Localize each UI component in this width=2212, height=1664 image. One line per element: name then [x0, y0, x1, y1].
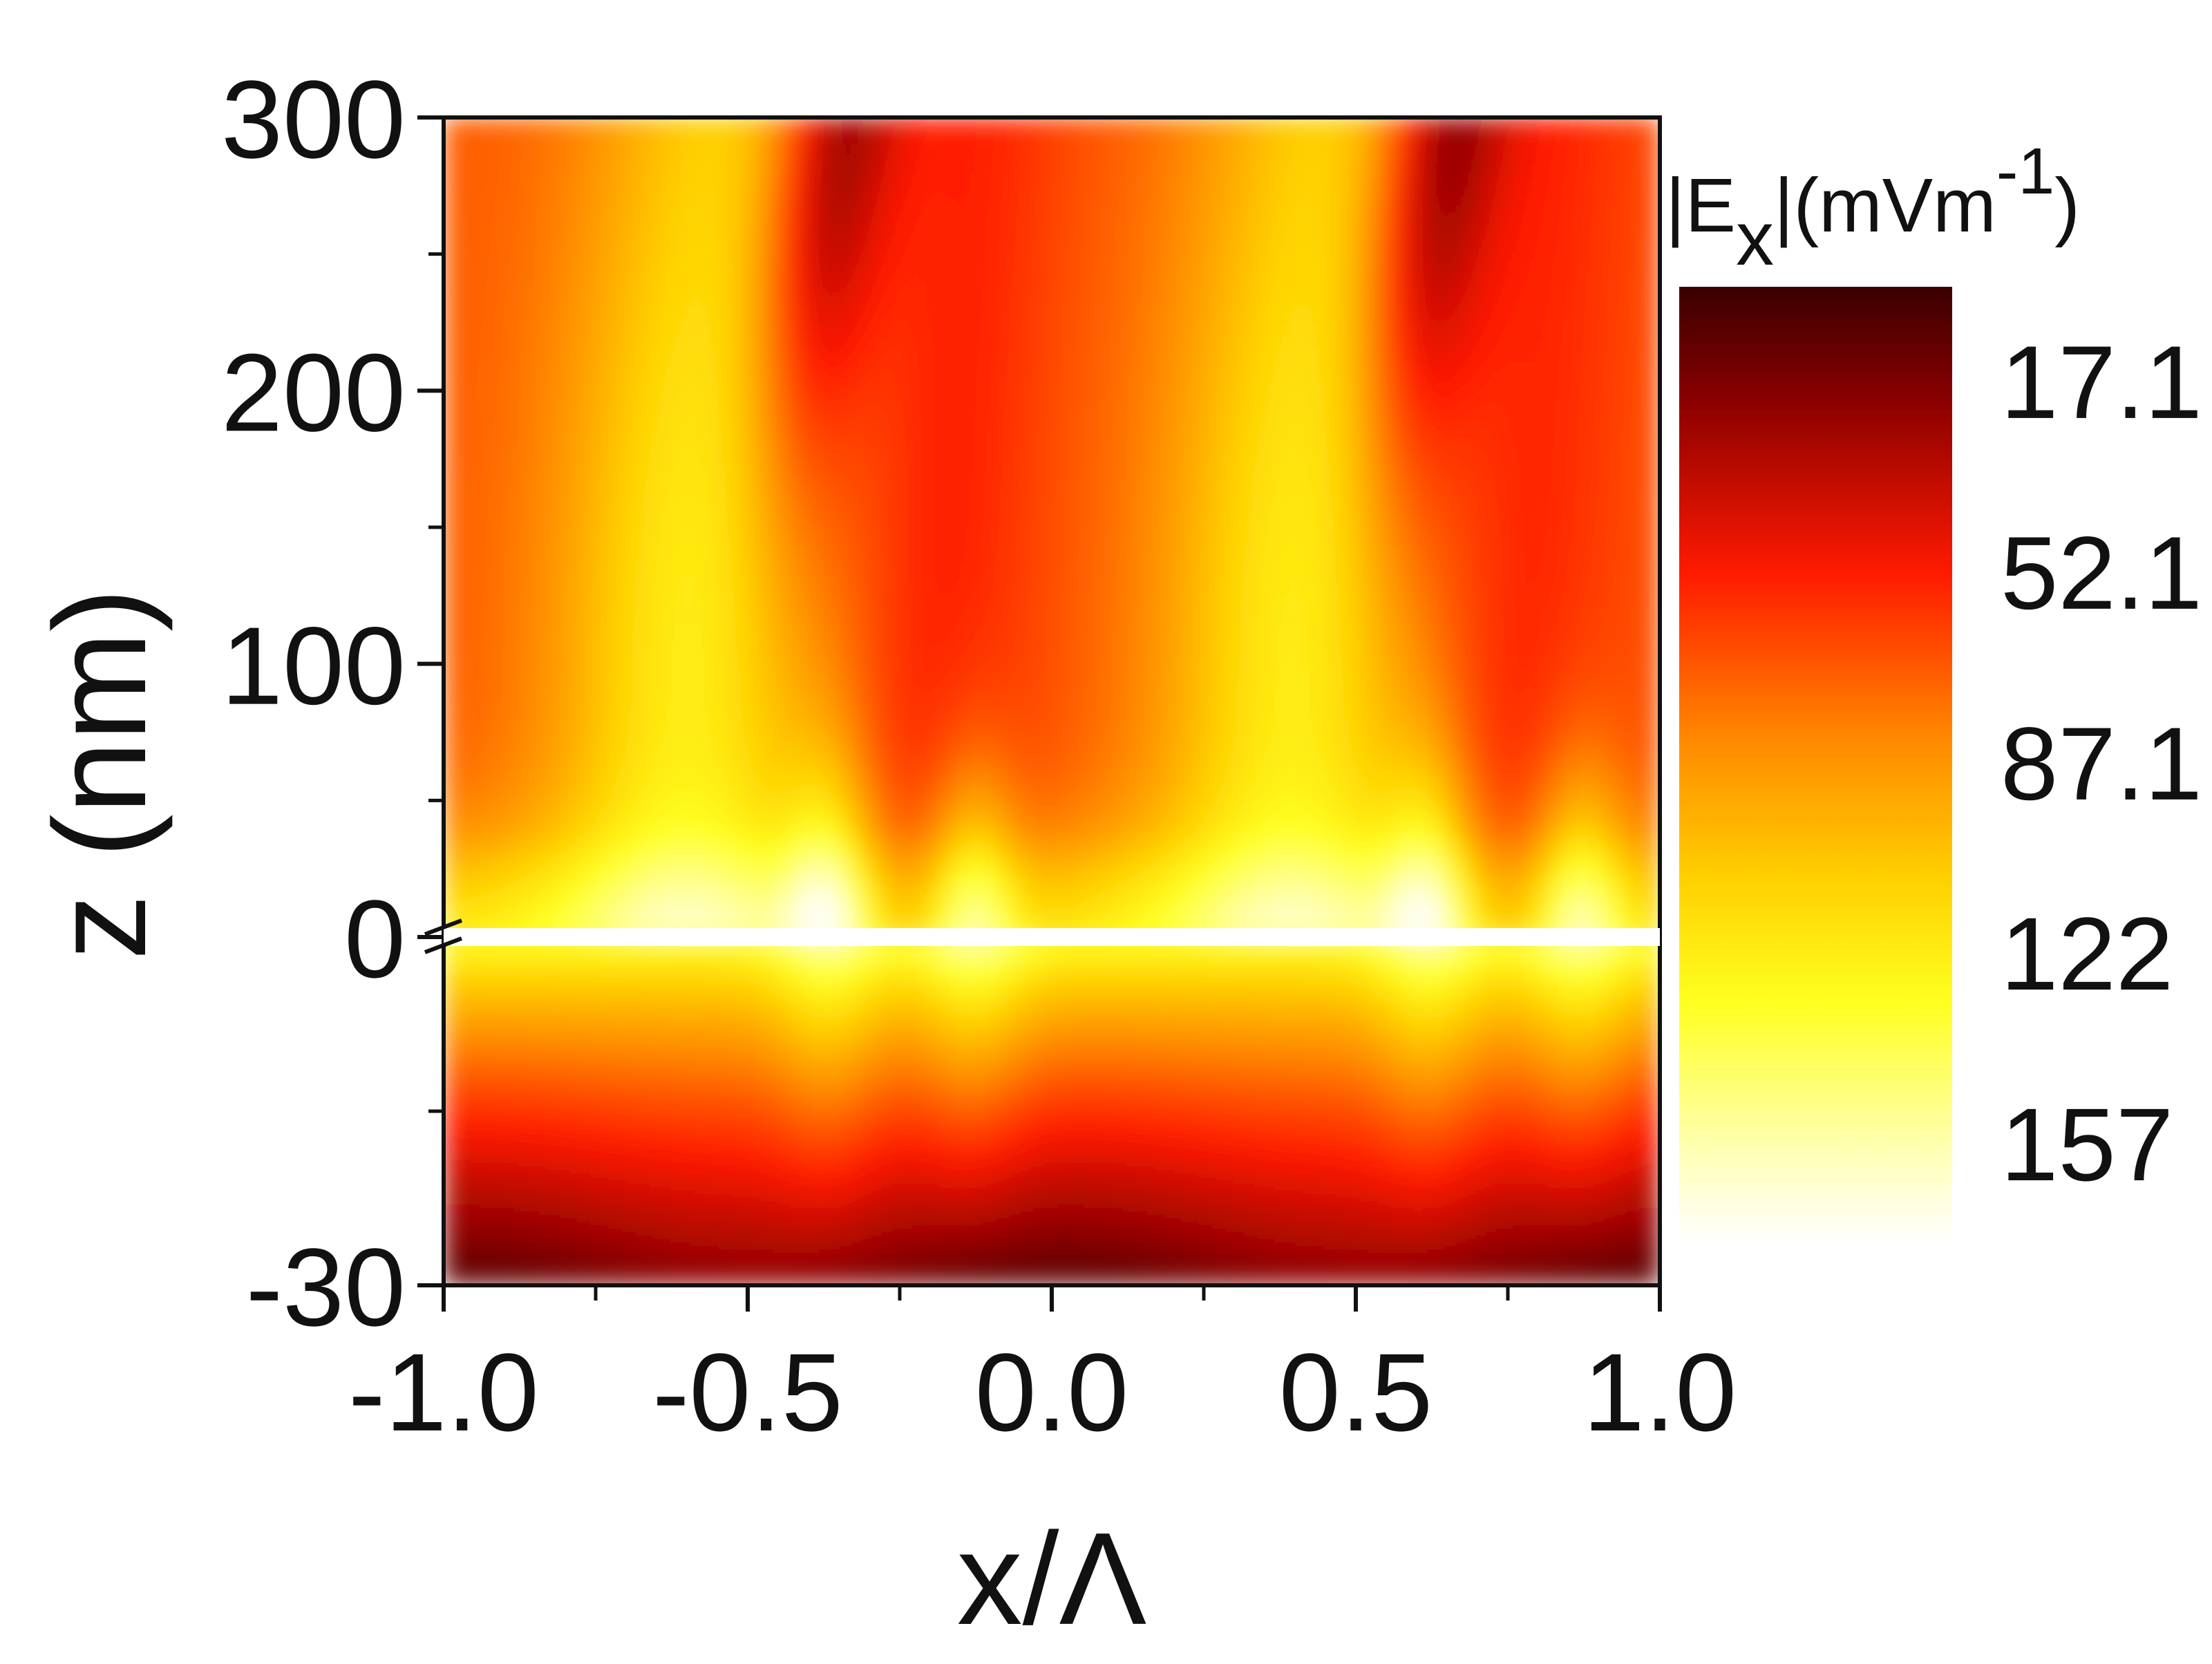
colorbar-tick-label: 87.1	[2001, 706, 2202, 822]
colorbar-title-main: |E	[1665, 163, 1736, 248]
colorbar-title-superscript: -1	[1996, 135, 2054, 208]
colorbar	[1679, 287, 1952, 1240]
x-tick-label: 1.0	[1583, 1330, 1737, 1454]
x-axis-label: x/Λ	[957, 1506, 1147, 1652]
x-tick-label: 0.0	[975, 1330, 1128, 1454]
y-tick-label: 100	[221, 604, 406, 728]
colorbar-title-unit: |(mVm	[1774, 163, 1996, 248]
colorbar-title-close: )	[2054, 163, 2080, 248]
y-tick-label: 200	[221, 330, 406, 454]
axis-break-line	[444, 928, 1660, 946]
axis-break-marks	[424, 918, 463, 954]
x-tick-label: -1.0	[348, 1330, 539, 1454]
colorbar-tick-label: 17.1	[2001, 324, 2202, 440]
x-tick-label: 0.5	[1279, 1330, 1433, 1454]
y-axis-label: z (nm)	[27, 588, 173, 960]
colorbar-tick-label: 122	[2001, 896, 2173, 1012]
colorbar-tick-label: 157	[2001, 1086, 2173, 1202]
colorbar-title-subscript: x	[1736, 196, 1774, 281]
colorbar-tick-label: 52.1	[2001, 515, 2202, 631]
y-tick-label: -30	[246, 1225, 406, 1349]
x-axis-ticks: -1.0 -0.5 0.0 0.5 1.0	[348, 1285, 1737, 1454]
colorbar-title: |Ex|(mVm-1)	[1665, 135, 2080, 281]
x-tick-label: -0.5	[652, 1330, 843, 1454]
colorbar-tick-labels: 17.1 52.1 87.1 122 157	[2001, 324, 2202, 1202]
y-axis-ticks: 300 200 100 0 -30	[221, 57, 444, 1349]
y-tick-label: 0	[344, 877, 406, 1001]
heatmap-field	[444, 117, 1660, 1285]
heatmap-image	[444, 117, 1660, 1285]
y-tick-label: 300	[221, 57, 406, 181]
